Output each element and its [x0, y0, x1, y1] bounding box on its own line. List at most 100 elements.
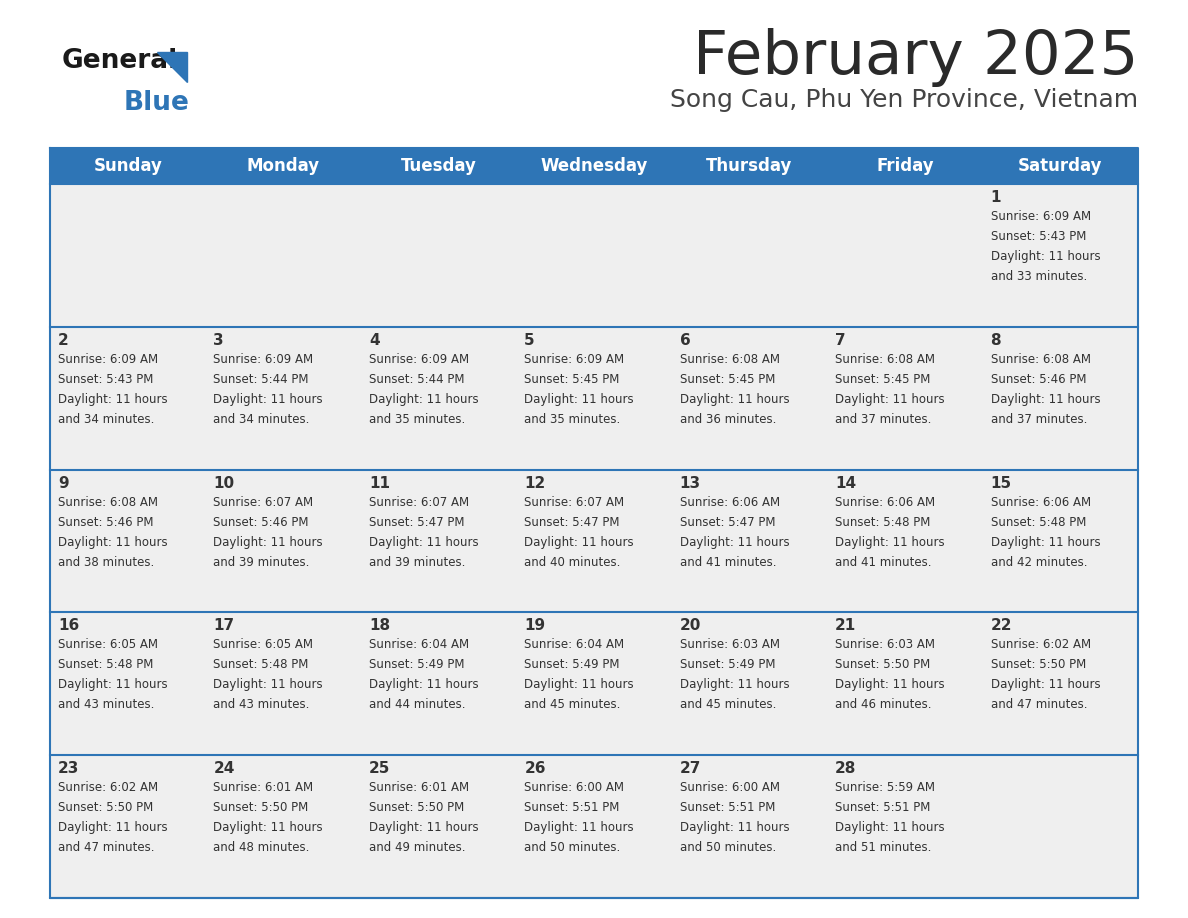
Text: Daylight: 11 hours: Daylight: 11 hours: [214, 535, 323, 549]
Text: Wednesday: Wednesday: [541, 157, 647, 175]
Text: 13: 13: [680, 476, 701, 490]
Bar: [982, 756, 1138, 898]
Text: 16: 16: [58, 619, 80, 633]
Text: Daylight: 11 hours: Daylight: 11 hours: [991, 393, 1100, 406]
Bar: [827, 612, 982, 756]
Text: 21: 21: [835, 619, 857, 633]
Text: 10: 10: [214, 476, 234, 490]
Text: Sunrise: 6:08 AM: Sunrise: 6:08 AM: [835, 353, 935, 365]
Text: Sunrise: 6:09 AM: Sunrise: 6:09 AM: [524, 353, 625, 365]
Text: and 39 minutes.: and 39 minutes.: [368, 555, 466, 568]
Text: 6: 6: [680, 333, 690, 348]
Text: and 38 minutes.: and 38 minutes.: [58, 555, 154, 568]
Text: Daylight: 11 hours: Daylight: 11 hours: [368, 822, 479, 834]
Text: Sunrise: 6:07 AM: Sunrise: 6:07 AM: [524, 496, 625, 509]
Text: Sunrise: 6:06 AM: Sunrise: 6:06 AM: [680, 496, 779, 509]
Text: and 47 minutes.: and 47 minutes.: [991, 699, 1087, 711]
Text: Sunset: 5:45 PM: Sunset: 5:45 PM: [680, 373, 775, 386]
Text: 12: 12: [524, 476, 545, 490]
Bar: [671, 184, 827, 327]
Text: and 45 minutes.: and 45 minutes.: [524, 699, 620, 711]
Text: Sunrise: 6:02 AM: Sunrise: 6:02 AM: [58, 781, 158, 794]
Bar: [361, 756, 517, 898]
Text: Daylight: 11 hours: Daylight: 11 hours: [991, 535, 1100, 549]
Text: Sunrise: 6:06 AM: Sunrise: 6:06 AM: [835, 496, 935, 509]
Text: Sunrise: 6:01 AM: Sunrise: 6:01 AM: [368, 781, 469, 794]
Text: Daylight: 11 hours: Daylight: 11 hours: [835, 822, 944, 834]
Text: and 42 minutes.: and 42 minutes.: [991, 555, 1087, 568]
Bar: [827, 184, 982, 327]
Text: Sunrise: 6:08 AM: Sunrise: 6:08 AM: [58, 496, 158, 509]
Text: Sunset: 5:48 PM: Sunset: 5:48 PM: [835, 516, 930, 529]
Text: Sunrise: 6:03 AM: Sunrise: 6:03 AM: [835, 638, 935, 652]
Bar: [361, 184, 517, 327]
Text: Daylight: 11 hours: Daylight: 11 hours: [58, 393, 168, 406]
Text: 26: 26: [524, 761, 545, 777]
Text: Sunset: 5:43 PM: Sunset: 5:43 PM: [58, 373, 153, 386]
Text: Daylight: 11 hours: Daylight: 11 hours: [524, 393, 634, 406]
Bar: [517, 184, 671, 327]
Bar: [50, 148, 1138, 184]
Text: and 50 minutes.: and 50 minutes.: [680, 841, 776, 855]
Bar: [206, 612, 361, 756]
Text: and 48 minutes.: and 48 minutes.: [214, 841, 310, 855]
Text: and 33 minutes.: and 33 minutes.: [991, 270, 1087, 283]
Text: Sunset: 5:46 PM: Sunset: 5:46 PM: [214, 516, 309, 529]
Text: and 43 minutes.: and 43 minutes.: [58, 699, 154, 711]
Text: 22: 22: [991, 619, 1012, 633]
Text: Sunrise: 6:04 AM: Sunrise: 6:04 AM: [368, 638, 469, 652]
Text: Sunset: 5:47 PM: Sunset: 5:47 PM: [368, 516, 465, 529]
Text: Daylight: 11 hours: Daylight: 11 hours: [835, 393, 944, 406]
Text: and 36 minutes.: and 36 minutes.: [680, 413, 776, 426]
Bar: [982, 184, 1138, 327]
Text: Daylight: 11 hours: Daylight: 11 hours: [214, 393, 323, 406]
Text: 5: 5: [524, 333, 535, 348]
Text: February 2025: February 2025: [693, 28, 1138, 87]
Bar: [517, 612, 671, 756]
Polygon shape: [157, 52, 187, 82]
Text: and 41 minutes.: and 41 minutes.: [835, 555, 931, 568]
Text: and 34 minutes.: and 34 minutes.: [214, 413, 310, 426]
Text: and 44 minutes.: and 44 minutes.: [368, 699, 466, 711]
Text: Daylight: 11 hours: Daylight: 11 hours: [991, 250, 1100, 263]
Bar: [827, 327, 982, 470]
Text: 11: 11: [368, 476, 390, 490]
Text: and 35 minutes.: and 35 minutes.: [524, 413, 620, 426]
Text: Sunset: 5:50 PM: Sunset: 5:50 PM: [58, 801, 153, 814]
Text: and 34 minutes.: and 34 minutes.: [58, 413, 154, 426]
Text: Daylight: 11 hours: Daylight: 11 hours: [524, 535, 634, 549]
Text: Sunset: 5:46 PM: Sunset: 5:46 PM: [991, 373, 1086, 386]
Text: Sunset: 5:48 PM: Sunset: 5:48 PM: [214, 658, 309, 671]
Text: Sunrise: 6:05 AM: Sunrise: 6:05 AM: [214, 638, 314, 652]
Text: Sunset: 5:51 PM: Sunset: 5:51 PM: [835, 801, 930, 814]
Text: Sunset: 5:43 PM: Sunset: 5:43 PM: [991, 230, 1086, 243]
Text: 14: 14: [835, 476, 857, 490]
Text: Sunset: 5:49 PM: Sunset: 5:49 PM: [368, 658, 465, 671]
Text: Sunset: 5:50 PM: Sunset: 5:50 PM: [835, 658, 930, 671]
Text: and 43 minutes.: and 43 minutes.: [214, 699, 310, 711]
Bar: [50, 756, 206, 898]
Text: Daylight: 11 hours: Daylight: 11 hours: [58, 678, 168, 691]
Text: 1: 1: [991, 190, 1001, 205]
Text: and 41 minutes.: and 41 minutes.: [680, 555, 776, 568]
Text: 28: 28: [835, 761, 857, 777]
Text: and 35 minutes.: and 35 minutes.: [368, 413, 466, 426]
Bar: [206, 470, 361, 612]
Text: Saturday: Saturday: [1018, 157, 1102, 175]
Text: Sunrise: 6:09 AM: Sunrise: 6:09 AM: [58, 353, 158, 365]
Bar: [517, 470, 671, 612]
Text: Monday: Monday: [247, 157, 320, 175]
Text: and 47 minutes.: and 47 minutes.: [58, 841, 154, 855]
Text: Sunset: 5:49 PM: Sunset: 5:49 PM: [524, 658, 620, 671]
Bar: [50, 327, 206, 470]
Text: Daylight: 11 hours: Daylight: 11 hours: [58, 535, 168, 549]
Text: and 40 minutes.: and 40 minutes.: [524, 555, 620, 568]
Text: Sunset: 5:49 PM: Sunset: 5:49 PM: [680, 658, 776, 671]
Text: and 49 minutes.: and 49 minutes.: [368, 841, 466, 855]
Text: Daylight: 11 hours: Daylight: 11 hours: [524, 822, 634, 834]
Bar: [982, 327, 1138, 470]
Bar: [827, 756, 982, 898]
Text: Sunrise: 6:00 AM: Sunrise: 6:00 AM: [680, 781, 779, 794]
Text: 25: 25: [368, 761, 390, 777]
Text: 18: 18: [368, 619, 390, 633]
